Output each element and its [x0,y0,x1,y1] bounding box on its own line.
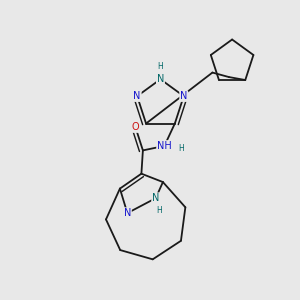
Text: N: N [180,91,188,101]
Text: N: N [152,193,159,203]
Text: N: N [157,74,164,84]
Text: O: O [132,122,139,132]
Text: H: H [156,206,162,215]
Text: H: H [157,62,163,71]
Text: NH: NH [157,141,172,151]
Text: H: H [178,144,184,153]
Text: N: N [124,208,131,218]
Text: N: N [134,91,141,101]
